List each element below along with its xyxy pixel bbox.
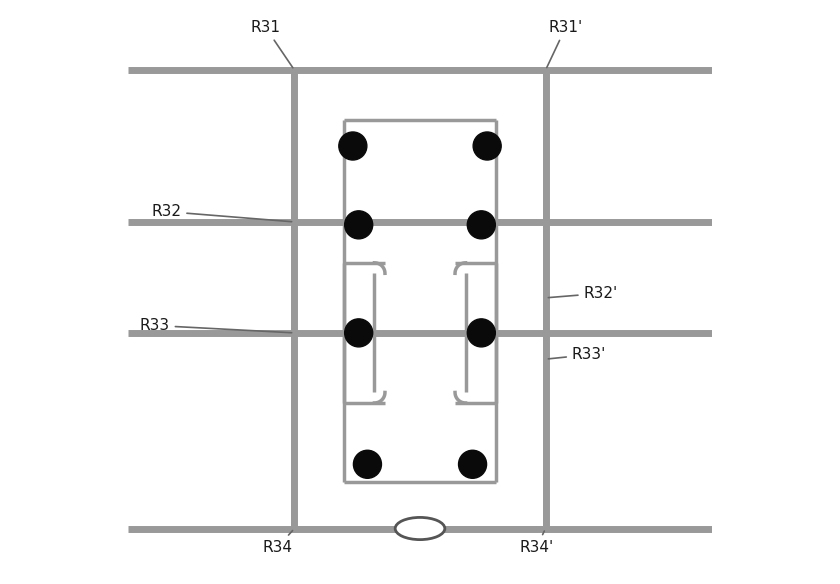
Ellipse shape [344, 319, 373, 347]
Text: R33: R33 [139, 318, 291, 333]
Text: R32': R32' [549, 286, 617, 301]
Ellipse shape [467, 319, 496, 347]
Text: R34: R34 [262, 531, 292, 555]
Text: R34': R34' [519, 531, 554, 555]
Ellipse shape [459, 450, 486, 478]
Text: R31': R31' [547, 20, 583, 68]
Text: R33': R33' [549, 347, 606, 362]
Ellipse shape [354, 450, 381, 478]
Text: R32: R32 [151, 204, 291, 222]
Ellipse shape [339, 132, 367, 160]
Ellipse shape [395, 517, 445, 540]
Ellipse shape [473, 132, 501, 160]
Text: R31: R31 [250, 20, 293, 68]
Ellipse shape [467, 211, 496, 239]
Ellipse shape [344, 211, 373, 239]
